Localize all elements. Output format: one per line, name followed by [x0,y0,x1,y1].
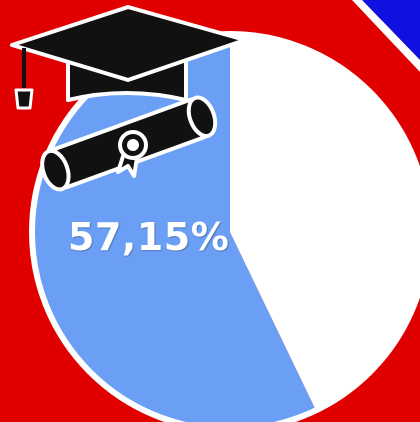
graduation-cap-and-diploma-icon [10,5,247,192]
slice-value-label: 57,15% [68,215,230,259]
pie-slice-2 [230,34,420,411]
corner-band-edge [352,0,420,72]
